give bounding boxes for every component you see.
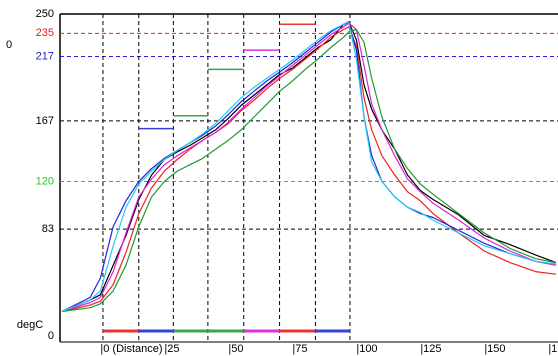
temperature-line <box>61 21 557 313</box>
x-tick-label: |50 <box>228 343 243 355</box>
x-tick-label: |0 (Distance) <box>100 343 162 355</box>
x-tick-label: |17 <box>548 343 558 355</box>
annotation: 0 <box>6 39 12 51</box>
y-axis-label: degC <box>17 319 43 331</box>
y-tick-label: 250 <box>36 8 54 20</box>
x-tick-label: |125 <box>420 343 441 355</box>
temperature-line <box>61 22 557 313</box>
x-tick-label: |75 <box>292 343 307 355</box>
y-tick-label: 0 <box>48 330 54 342</box>
y-tick-label: 120 <box>36 175 54 187</box>
x-tick-label: |25 <box>164 343 179 355</box>
y-tick-label: 167 <box>36 115 54 127</box>
temperature-line <box>61 28 557 313</box>
temperature-line <box>61 21 557 313</box>
y-tick-label: 217 <box>36 50 54 62</box>
x-tick-label: |150 <box>484 343 505 355</box>
y-tick-label: 235 <box>36 27 54 39</box>
temperature-line <box>61 26 557 313</box>
x-tick-label: |100 <box>356 343 377 355</box>
y-tick-label: 83 <box>42 223 54 235</box>
